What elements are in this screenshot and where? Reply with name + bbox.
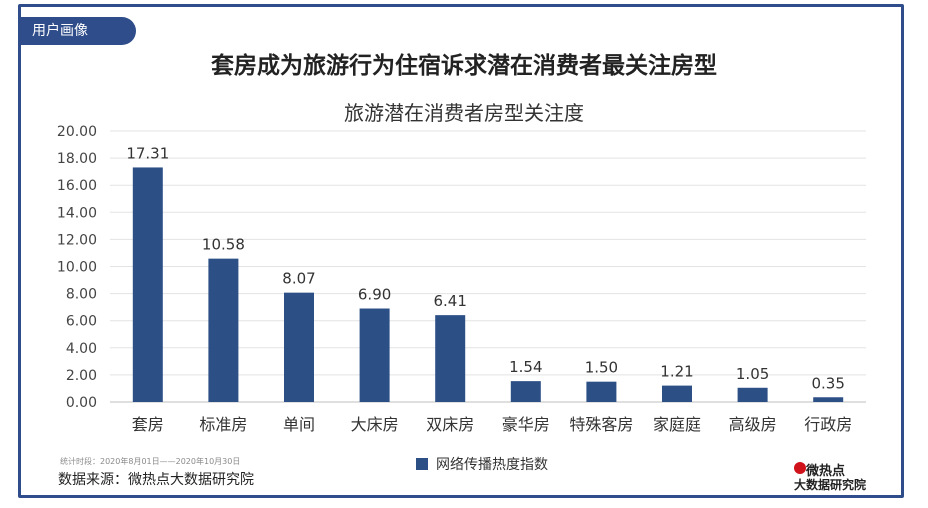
x-tick-label: 标准房 xyxy=(199,415,247,434)
data-label: 6.90 xyxy=(358,286,391,304)
data-label: 1.50 xyxy=(585,359,618,377)
data-label: 6.41 xyxy=(433,292,466,310)
x-tick-label: 单间 xyxy=(283,415,315,434)
bar xyxy=(284,292,314,402)
bar xyxy=(737,387,768,402)
bar xyxy=(359,308,390,402)
y-tick-label: 4.00 xyxy=(66,341,97,357)
logo-bottom-text: 大数据研究院 xyxy=(794,478,867,492)
y-tick-label: 8.00 xyxy=(66,287,97,303)
card-frame xyxy=(18,4,904,498)
data-label: 1.54 xyxy=(509,358,542,376)
data-label: 0.35 xyxy=(811,374,844,392)
x-axis-ticks: 套房 标准房 单间 大床房 双床房 豪华房 特殊客房 家庭庭 高级房 行政房 xyxy=(132,415,852,434)
section-badge: 用户画像 xyxy=(18,17,136,45)
x-tick-label: 豪华房 xyxy=(502,415,550,434)
page-title: 套房成为旅游行为住宿诉求潜在消费者最关注房型 xyxy=(211,53,717,79)
x-tick-label: 高级房 xyxy=(729,415,777,434)
data-label: 8.07 xyxy=(282,270,315,288)
chart-legend: 网络传播热度指数 xyxy=(416,454,548,474)
bar xyxy=(435,315,466,402)
bar xyxy=(132,167,163,402)
y-tick-label: 18.00 xyxy=(57,151,97,167)
bar xyxy=(662,385,692,402)
y-tick-label: 6.00 xyxy=(66,314,97,330)
bar xyxy=(208,258,239,402)
y-tick-label: 10.00 xyxy=(57,260,97,276)
x-tick-label: 双床房 xyxy=(426,415,474,434)
data-label: 10.58 xyxy=(202,236,245,254)
x-tick-label: 特殊客房 xyxy=(569,415,633,434)
y-axis-ticks: 0.00 2.00 4.00 6.00 8.00 10.00 12.00 14.00 16.00… xyxy=(57,124,97,411)
value-labels: 17.31 10.58 8.07 6.90 6.41 1.54 1.50 1.21 1.05 0.… xyxy=(126,144,845,392)
eye-logo-icon xyxy=(794,462,806,474)
chart-title: 旅游潜在消费者房型关注度 xyxy=(344,101,584,125)
y-tick-label: 12.00 xyxy=(57,232,97,248)
y-tick-label: 0.00 xyxy=(66,395,97,411)
legend-swatch xyxy=(416,458,428,470)
x-tick-label: 行政房 xyxy=(804,415,852,434)
data-label: 1.21 xyxy=(660,363,693,381)
y-tick-label: 14.00 xyxy=(57,205,97,221)
x-tick-label: 大床房 xyxy=(351,415,399,434)
x-tick-label: 套房 xyxy=(132,415,164,434)
brand-logo: 微热点 大数据研究院 xyxy=(794,460,884,492)
bar xyxy=(510,381,541,402)
logo-top-text: 微热点 xyxy=(806,464,846,479)
bars xyxy=(132,167,844,402)
data-label: 1.05 xyxy=(736,365,769,383)
y-tick-label: 16.00 xyxy=(57,178,97,194)
data-label: 17.31 xyxy=(126,144,169,162)
y-tick-label: 2.00 xyxy=(66,368,97,384)
bar xyxy=(586,381,617,402)
legend-label: 网络传播热度指数 xyxy=(436,457,548,473)
y-tick-label: 20.00 xyxy=(57,124,97,140)
bar xyxy=(813,397,844,402)
x-tick-label: 家庭庭 xyxy=(653,415,701,434)
statistics-period: 统计时段：2020年8月01日——2020年10月30日 xyxy=(60,457,241,466)
data-source: 数据来源：微热点大数据研究院 xyxy=(58,472,254,488)
